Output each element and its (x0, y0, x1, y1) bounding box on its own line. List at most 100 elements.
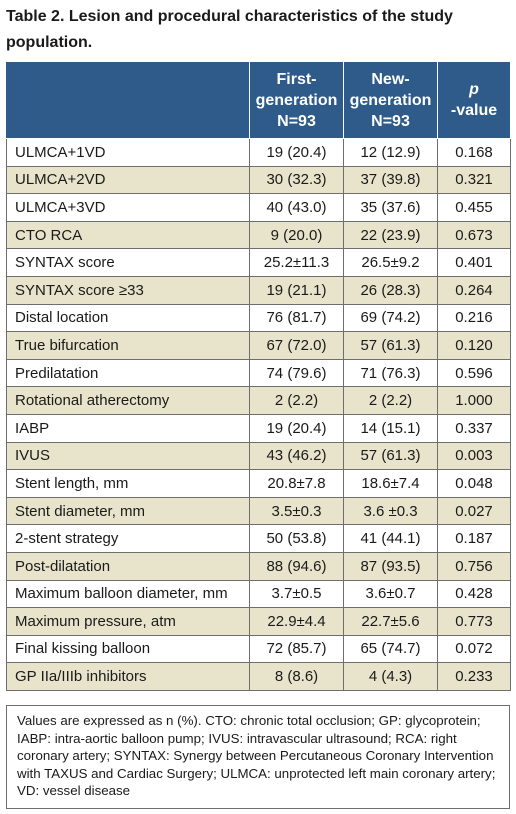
first-generation-value: 8 (8.6) (249, 662, 344, 691)
first-generation-value: 9 (20.0) (249, 220, 344, 250)
row-label: SYNTAX score ≥33 (6, 275, 250, 305)
p-value: 0.233 (437, 662, 511, 691)
first-generation-value: 88 (94.6) (249, 551, 344, 581)
table-row: IVUS 43 (46.2) 57 (61.3) 0.003 (6, 441, 511, 471)
first-generation-value: 19 (20.4) (249, 413, 344, 443)
header-p-value: p -value (437, 61, 511, 139)
table-title: Table 2. Lesion and procedural character… (6, 8, 453, 51)
first-generation-value: 3.7±0.5 (249, 579, 344, 609)
p-value: 0.321 (437, 165, 511, 195)
header-new-line1: New- (371, 70, 410, 88)
table-row: ULMCA+1VD 19 (20.4) 12 (12.9) 0.168 (6, 138, 511, 167)
row-label: Post-dilatation (6, 551, 250, 581)
row-label: Distal location (6, 303, 250, 333)
p-value: 0.756 (437, 551, 511, 581)
table-footnote: Values are expressed as n (%). CTO: chro… (6, 705, 510, 809)
table-row: ULMCA+2VD 30 (32.3) 37 (39.8) 0.321 (6, 165, 511, 195)
table-row: Post-dilatation 88 (94.6) 87 (93.5) 0.756 (6, 551, 511, 581)
first-generation-value: 30 (32.3) (249, 165, 344, 195)
table-row: Rotational atherectomy 2 (2.2) 2 (2.2) 1.00… (6, 386, 511, 415)
table-row: Maximum balloon diameter, mm 3.7±0.5 3.6±0… (6, 579, 511, 609)
first-generation-value: 19 (20.4) (249, 138, 344, 167)
row-label: True bifurcation (6, 331, 250, 360)
first-generation-value: 67 (72.0) (249, 331, 344, 360)
row-label: ULMCA+3VD (6, 193, 250, 222)
first-generation-value: 3.5±0.3 (249, 496, 344, 526)
p-value: 0.187 (437, 524, 511, 553)
first-generation-value: 2 (2.2) (249, 386, 344, 415)
new-generation-value: 14 (15.1) (343, 413, 438, 443)
data-table: First- generation N=93 New- generation N… (6, 61, 511, 691)
table-row: GP IIa/IIIb inhibitors 8 (8.6) 4 (4.3) 0.23… (6, 662, 511, 691)
header-first-line1: First- (276, 70, 317, 88)
header-new-line2: generation (349, 91, 432, 109)
new-generation-value: 69 (74.2) (343, 303, 438, 333)
header-first-line2: generation (255, 91, 338, 109)
new-generation-value: 3.6 ±0.3 (343, 496, 438, 526)
row-label: CTO RCA (6, 220, 250, 250)
first-generation-value: 76 (81.7) (249, 303, 344, 333)
header-new-generation: New- generation N=93 (343, 61, 438, 139)
new-generation-value: 22 (23.9) (343, 220, 438, 250)
row-label: ULMCA+2VD (6, 165, 250, 195)
first-generation-value: 20.8±7.8 (249, 469, 344, 498)
row-label: Rotational atherectomy (6, 386, 250, 415)
new-generation-value: 26.5±9.2 (343, 248, 438, 277)
new-generation-value: 65 (74.7) (343, 634, 438, 664)
new-generation-value: 37 (39.8) (343, 165, 438, 195)
table-row: 2-stent strategy 50 (53.8) 41 (44.1) 0.187 (6, 524, 511, 553)
row-label: IABP (6, 413, 250, 443)
first-generation-value: 43 (46.2) (249, 441, 344, 471)
header-p-suffix: -value (450, 102, 498, 119)
p-value: 0.072 (437, 634, 511, 664)
new-generation-value: 22.7±5.6 (343, 607, 438, 636)
p-value: 0.027 (437, 496, 511, 526)
p-value: 0.120 (437, 331, 511, 360)
new-generation-value: 18.6±7.4 (343, 469, 438, 498)
p-value: 0.003 (437, 441, 511, 471)
row-label: GP IIa/IIIb inhibitors (6, 662, 250, 691)
row-label: Predilatation (6, 358, 250, 388)
new-generation-value: 3.6±0.7 (343, 579, 438, 609)
table-row: CTO RCA 9 (20.0) 22 (23.9) 0.673 (6, 220, 511, 250)
table-row: Stent length, mm 20.8±7.8 18.6±7.4 0.048 (6, 469, 511, 498)
row-label: IVUS (6, 441, 250, 471)
first-generation-value: 25.2±11.3 (249, 248, 344, 277)
first-generation-value: 50 (53.8) (249, 524, 344, 553)
p-value: 0.216 (437, 303, 511, 333)
first-generation-value: 22.9±4.4 (249, 607, 344, 636)
row-label: Stent diameter, mm (6, 496, 250, 526)
new-generation-value: 4 (4.3) (343, 662, 438, 691)
p-value: 0.596 (437, 358, 511, 388)
p-value: 0.455 (437, 193, 511, 222)
table-row: Maximum pressure, atm 22.9±4.4 22.7±5.6 0.7… (6, 607, 511, 636)
header-first-line3: N=93 (277, 112, 316, 130)
row-label: Maximum pressure, atm (6, 607, 250, 636)
first-generation-value: 72 (85.7) (249, 634, 344, 664)
row-label: Maximum balloon diameter, mm (6, 579, 250, 609)
row-label: 2-stent strategy (6, 524, 250, 553)
table-row: SYNTAX score 25.2±11.3 26.5±9.2 0.401 (6, 248, 511, 277)
table-row: Distal location 76 (81.7) 69 (74.2) 0.216 (6, 303, 511, 333)
new-generation-value: 35 (37.6) (343, 193, 438, 222)
new-generation-value: 57 (61.3) (343, 331, 438, 360)
new-generation-value: 26 (28.3) (343, 275, 438, 305)
p-value: 0.337 (437, 413, 511, 443)
row-label: ULMCA+1VD (6, 138, 250, 167)
header-first-generation: First- generation N=93 (249, 61, 344, 139)
new-generation-value: 12 (12.9) (343, 138, 438, 167)
row-label: Final kissing balloon (6, 634, 250, 664)
p-value: 0.264 (437, 275, 511, 305)
header-blank (6, 61, 250, 139)
table-row: Predilatation 74 (79.6) 71 (76.3) 0.596 (6, 358, 511, 388)
p-value: 0.673 (437, 220, 511, 250)
new-generation-value: 71 (76.3) (343, 358, 438, 388)
p-value: 0.048 (437, 469, 511, 498)
first-generation-value: 74 (79.6) (249, 358, 344, 388)
new-generation-value: 57 (61.3) (343, 441, 438, 471)
header-new-line3: N=93 (371, 112, 410, 130)
table-row: True bifurcation 67 (72.0) 57 (61.3) 0.120 (6, 331, 511, 360)
new-generation-value: 87 (93.5) (343, 551, 438, 581)
p-value: 0.401 (437, 248, 511, 277)
p-value: 0.773 (437, 607, 511, 636)
